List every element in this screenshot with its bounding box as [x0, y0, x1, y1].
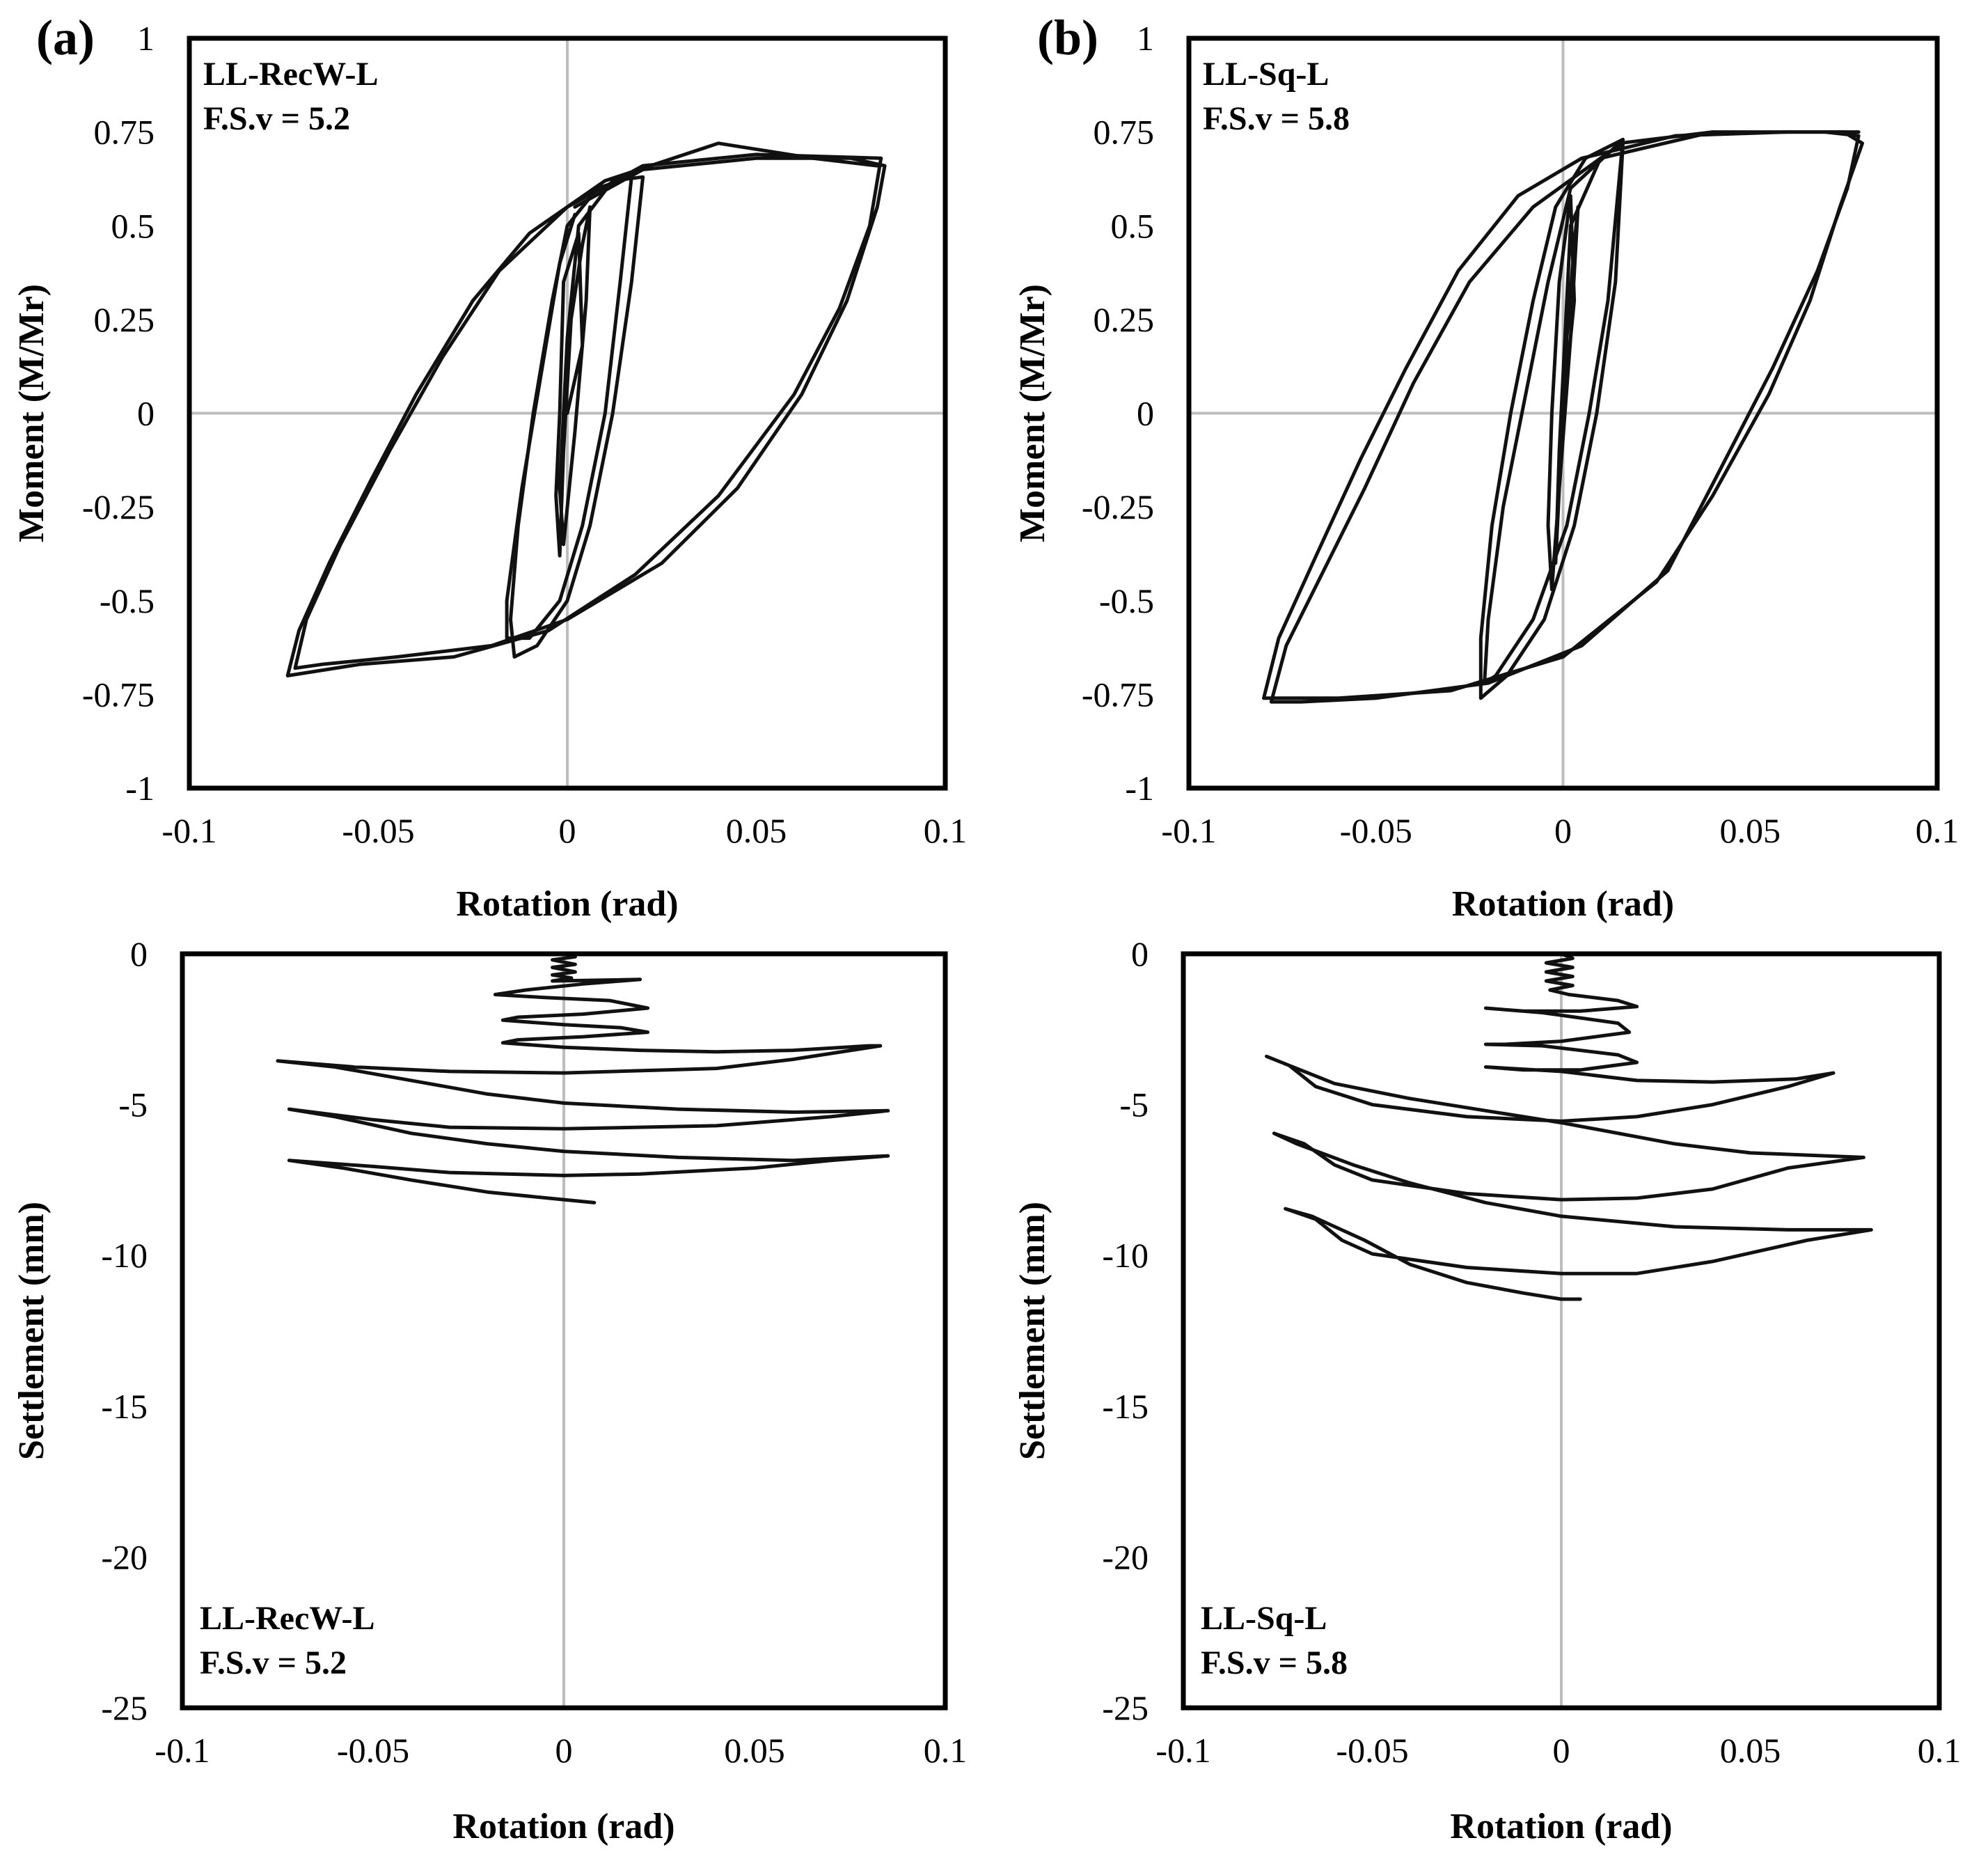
y-axis-title: Settlement (mm) [12, 1202, 52, 1460]
x-tick-label: 0 [559, 811, 576, 850]
plot-frame [1181, 951, 1942, 1711]
y-tick-label: 0.75 [94, 113, 155, 152]
y-tick-label: -25 [101, 1688, 148, 1727]
x-axis-title: Rotation (rad) [1450, 1807, 1672, 1846]
y-tick-label: -0.25 [82, 487, 155, 526]
panel-a-label: (a) [36, 10, 95, 65]
y-tick-label: 0.5 [1111, 206, 1155, 245]
x-tick-label: 0.05 [1720, 1731, 1781, 1770]
x-axis-title: Rotation (rad) [456, 884, 678, 924]
y-tick-label: 0.25 [94, 300, 155, 339]
x-tick-label: 0 [1554, 811, 1572, 850]
y-tick-label: -20 [101, 1537, 148, 1576]
series-line-1 [1265, 952, 1873, 1301]
x-tick-label: -0.1 [155, 1731, 210, 1770]
plot-frame [1186, 36, 1940, 791]
x-tick-label: -0.05 [1340, 811, 1412, 850]
y-tick-label: 0.75 [1094, 113, 1155, 152]
x-tick-label: 0.1 [1918, 1731, 1962, 1770]
chart-b-settlement: -0.1 -0.05 0 0.05 0.1 0 -5 -10 -15 -20 -25 Rotation… [1013, 934, 1961, 1846]
x-tick-label: 0.1 [1916, 811, 1959, 850]
y-tick-label: -0.25 [1082, 487, 1154, 526]
y-tick-label: 0.5 [111, 206, 155, 245]
annotation-line: LL-RecW-L [203, 56, 379, 93]
y-tick-label: -15 [101, 1387, 148, 1426]
x-tick-label: 0.1 [924, 1731, 968, 1770]
y-tick-label: 1 [1137, 19, 1154, 58]
x-tick-label: 0 [555, 1731, 573, 1770]
y-tick-label: -0.75 [1082, 675, 1154, 714]
y-tick-label: 0 [1137, 394, 1154, 433]
y-axis-title: Moment (M/Mr) [12, 284, 52, 542]
y-tick-label: 1 [137, 19, 155, 58]
y-axis-title: Moment (M/Mr) [1013, 284, 1052, 542]
y-tick-label: 0 [137, 394, 155, 433]
annotation-line: F.S.v = 5.2 [203, 100, 350, 137]
y-tick-label: -5 [1119, 1085, 1149, 1124]
x-tick-label: -0.1 [1161, 811, 1216, 850]
chart-a-moment: -0.1 -0.05 0 0.05 0.1 1 0.75 0.5 0.25 0 -0.25 -0.5 -… [12, 19, 967, 924]
annotation-line: LL-Sq-L [1201, 1600, 1327, 1637]
annotation-line: F.S.v = 5.2 [200, 1644, 347, 1681]
y-tick-label: -10 [101, 1236, 148, 1275]
plot-frame [187, 36, 948, 791]
series-line-5 [1262, 130, 1864, 700]
y-tick-label: -15 [1102, 1387, 1149, 1426]
x-tick-label: -0.05 [342, 811, 414, 850]
annotation-line: F.S.v = 5.8 [1201, 1644, 1348, 1681]
x-tick-label: -0.05 [1336, 1731, 1408, 1770]
y-tick-label: 0.25 [1094, 300, 1155, 339]
annotation-line: LL-RecW-L [200, 1600, 375, 1637]
x-tick-label: 0.05 [1720, 811, 1781, 850]
plot-frame [180, 951, 948, 1711]
y-tick-label: -20 [1102, 1537, 1149, 1576]
annotation-line: F.S.v = 5.8 [1203, 100, 1350, 137]
y-tick-label: -0.75 [82, 675, 155, 714]
y-tick-label: -0.5 [100, 581, 155, 620]
x-tick-label: 0.1 [924, 811, 968, 850]
panel-b-moment: (b) [1037, 10, 1098, 65]
series-line-1 [1546, 194, 1580, 592]
y-tick-label: -1 [125, 769, 155, 808]
y-tick-label: -25 [1102, 1688, 1149, 1727]
x-axis-title: Rotation (rad) [1452, 884, 1674, 924]
x-tick-label: 0.05 [724, 1731, 785, 1770]
series-line-5 [285, 141, 883, 677]
chart-a-settlement: -0.1 -0.05 0 0.05 0.1 0 -5 -10 -15 -20 -25 Rotation… [12, 934, 967, 1846]
series-line-1 [554, 205, 592, 558]
x-axis-title: Rotation (rad) [452, 1807, 674, 1846]
y-tick-label: -0.5 [1099, 581, 1154, 620]
panel-b-label: (b) [1037, 10, 1098, 65]
x-tick-label: -0.1 [1155, 1731, 1210, 1770]
y-tick-label: -5 [118, 1085, 148, 1124]
annotation-line: LL-Sq-L [1203, 56, 1329, 93]
y-tick-label: -10 [1102, 1236, 1149, 1275]
panel-a-moment: (a) [36, 10, 95, 65]
series-line-2 [1478, 137, 1625, 700]
x-tick-label: -0.1 [161, 811, 216, 850]
y-tick-label: 0 [130, 934, 148, 973]
y-axis-title: Settlement (mm) [1013, 1202, 1052, 1460]
y-tick-label: -1 [1125, 769, 1154, 808]
x-tick-label: 0.05 [726, 811, 787, 850]
x-tick-label: 0 [1553, 1731, 1570, 1770]
x-tick-label: -0.05 [337, 1731, 409, 1770]
y-tick-label: 0 [1131, 934, 1149, 973]
chart-b-moment: -0.1 -0.05 0 0.05 0.1 1 0.75 0.5 0.25 0 -0.25 -0.5 -… [1013, 19, 1959, 924]
series-line-1 [276, 952, 890, 1204]
